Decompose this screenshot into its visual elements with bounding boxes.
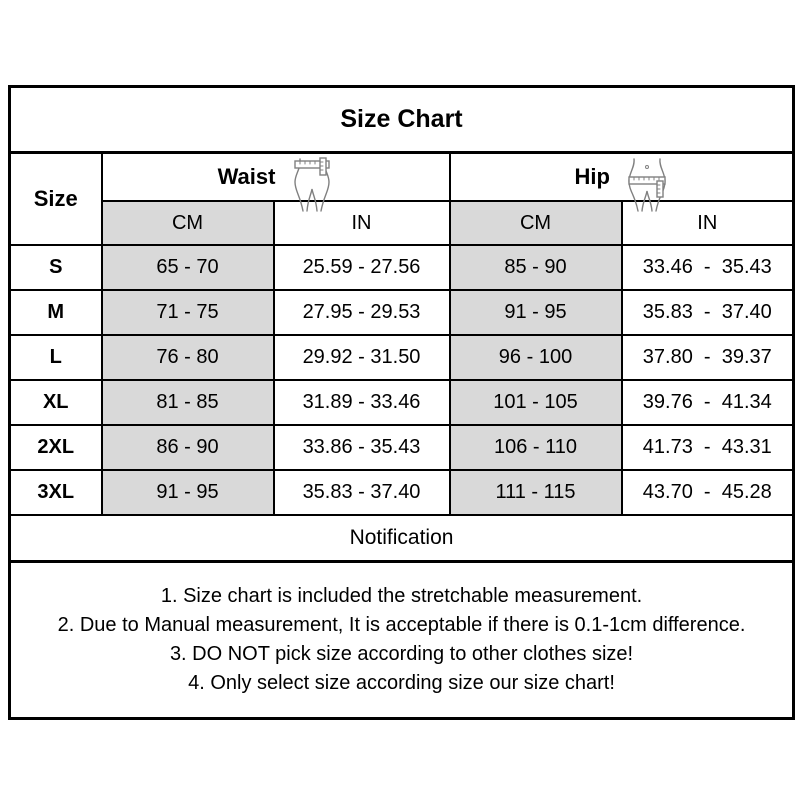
waist-cm-value: 76 - 80 <box>100 334 275 381</box>
unit-header-waist-cm: CM <box>100 200 275 246</box>
note-line-1: 1. Size chart is included the stretchabl… <box>160 585 643 607</box>
waist-in-value: 25.59 - 27.56 <box>272 244 451 291</box>
waist-header-wrap: Waist <box>217 157 334 212</box>
note-line-2: 2. Due to Manual measurement, It is acce… <box>57 614 746 636</box>
note-line-4: 4. Only select size according size our s… <box>188 672 615 694</box>
notification-header-row: Notification <box>8 514 795 563</box>
waist-in-value: 27.95 - 29.53 <box>272 289 451 336</box>
note-line-3: 3. DO NOT pick size according to other c… <box>169 643 634 665</box>
unit-header-waist-in: IN <box>272 200 451 246</box>
unit-header-row: CM IN CM IN <box>10 200 795 246</box>
size-chart-table: Size Chart Size Waist <box>8 85 796 720</box>
waist-cm-value: 86 - 90 <box>100 424 275 471</box>
size-row-2xl: 2XL 86 - 90 33.86 - 35.43 106 - 110 41.7… <box>8 424 795 471</box>
size-row-l: L 76 - 80 29.92 - 31.50 96 - 100 37.80 -… <box>8 334 795 381</box>
waist-cm-value: 71 - 75 <box>100 289 275 336</box>
waist-cm-value: 65 - 70 <box>100 244 275 291</box>
hip-cm-value: 85 - 90 <box>448 244 623 291</box>
hip-cm-value: 111 - 115 <box>448 469 623 516</box>
waist-in-value: 31.89 - 33.46 <box>272 379 451 426</box>
size-label: M <box>8 289 103 336</box>
hip-measure-icon <box>628 158 666 212</box>
size-row-s: S 65 - 70 25.59 - 27.56 85 - 90 33.46 - … <box>8 244 795 291</box>
waist-in-value: 29.92 - 31.50 <box>272 334 451 381</box>
title-row: Size Chart <box>8 85 795 154</box>
hip-in-value: 33.46 - 35.43 <box>620 244 795 291</box>
hip-in-value: 35.83 - 37.40 <box>620 289 795 336</box>
hip-in-value: 37.80 - 39.37 <box>620 334 795 381</box>
hip-cm-value: 106 - 110 <box>448 424 623 471</box>
notification-header: Notification <box>8 514 795 563</box>
hip-in-value: 39.76 - 41.34 <box>620 379 795 426</box>
hip-cm-value: 96 - 100 <box>448 334 623 381</box>
group-header-row: Size Waist <box>8 151 795 246</box>
size-label: 2XL <box>8 424 103 471</box>
column-header-size: Size <box>8 151 103 246</box>
size-row-xl: XL 81 - 85 31.89 - 33.46 101 - 105 39.76… <box>8 379 795 426</box>
hip-in-value: 41.73 - 43.31 <box>620 424 795 471</box>
hip-label: Hip <box>574 164 610 189</box>
waist-in-value: 35.83 - 37.40 <box>272 469 451 516</box>
size-label: XL <box>8 379 103 426</box>
notification-notes: 1. Size chart is included the stretchabl… <box>8 560 795 720</box>
column-header-waist: Waist <box>100 151 451 212</box>
hip-cm-value: 91 - 95 <box>448 289 623 336</box>
size-label: S <box>8 244 103 291</box>
size-label: L <box>8 334 103 381</box>
size-row-3xl: 3XL 91 - 95 35.83 - 37.40 111 - 115 43.7… <box>8 469 795 516</box>
hip-header-wrap: Hip <box>574 158 668 212</box>
unit-header-hip-in: IN <box>620 200 795 246</box>
hip-in-value: 43.70 - 45.28 <box>620 469 795 516</box>
page-title: Size Chart <box>8 85 795 154</box>
size-label: 3XL <box>8 469 103 516</box>
size-row-m: M 71 - 75 27.95 - 29.53 91 - 95 35.83 - … <box>8 289 795 336</box>
column-header-hip: Hip <box>448 151 795 212</box>
waist-cm-value: 81 - 85 <box>100 379 275 426</box>
notification-notes-row: 1. Size chart is included the stretchabl… <box>8 560 795 720</box>
hip-cm-value: 101 - 105 <box>448 379 623 426</box>
waist-label: Waist <box>217 164 276 189</box>
waist-in-value: 33.86 - 35.43 <box>272 424 451 471</box>
waist-measure-icon <box>294 157 331 212</box>
waist-cm-value: 91 - 95 <box>100 469 275 516</box>
unit-header-hip-cm: CM <box>448 200 623 246</box>
